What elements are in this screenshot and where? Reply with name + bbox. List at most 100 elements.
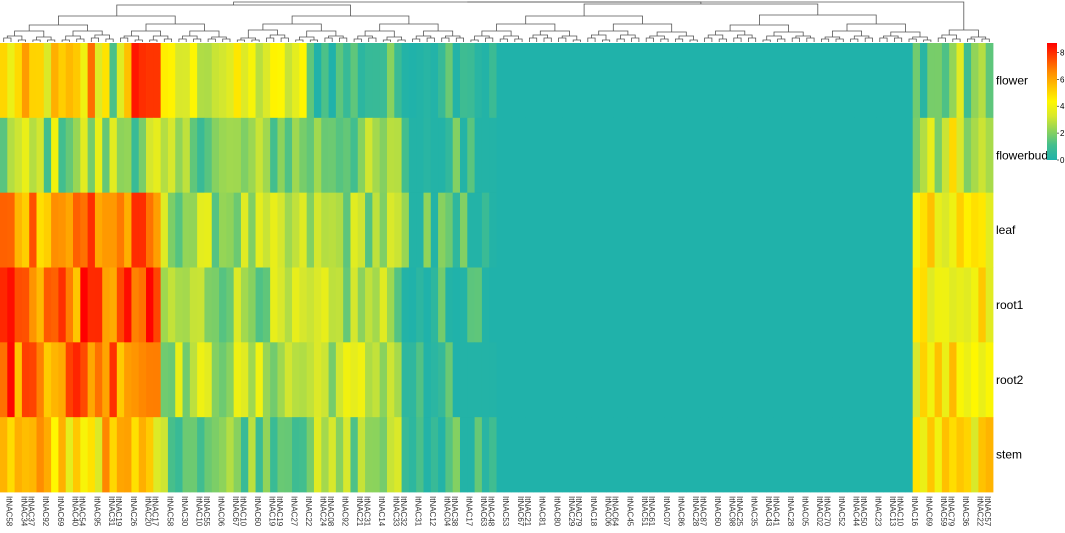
heatmap-cell [627,192,636,268]
dendrogram-branch [441,37,450,42]
heatmap-cell [649,43,658,119]
heatmap-cell [277,43,286,119]
heatmap-cell [700,117,709,194]
heatmap-cell [65,117,74,194]
heatmap-cell [679,117,687,194]
heatmap-cell [861,43,870,119]
dendrogram-branch [382,39,391,42]
heatmap-cell [730,117,738,194]
dendrogram-branch [233,1,702,5]
dendrogram-branch [894,37,903,42]
heatmap-cell [167,417,176,493]
heatmap-cell [343,117,351,194]
dendrogram-branch [485,37,494,42]
dendrogram-branch [149,39,158,42]
heatmap-cell [788,117,797,194]
column-label: ItNAC67 [516,496,525,527]
heatmap-cell [233,267,242,343]
column-label: ItNAC50 [859,496,868,527]
column-label: ItNAC05 [801,496,810,527]
heatmap-cell [386,417,395,493]
heatmap-cell [306,342,315,418]
dendrogram-branch [853,35,870,39]
heatmap-cell [372,267,381,343]
heatmap-cell [562,43,570,119]
heatmap-cell [189,192,198,268]
heatmap-cell [971,192,979,268]
column-label: ItNAC51 [640,496,649,527]
heatmap-cell [0,43,8,119]
heatmap-cell [124,417,132,493]
heatmap-cell [883,192,892,268]
heatmap-cell [496,117,505,194]
dendrogram-branch [748,37,757,42]
heatmap-cell [306,417,315,493]
heatmap-cell [737,267,746,343]
dendrogram-branch [134,39,143,42]
heatmap-cell [978,342,987,418]
column-label: ItNAC35 [749,496,758,527]
heatmap-cell [372,417,381,493]
heatmap-cell [416,117,424,194]
heatmap-cell [905,342,914,418]
dendrogram-branch [791,37,800,42]
heatmap-cell [350,43,359,119]
heatmap-cell [124,43,132,119]
heatmap-cell [29,342,37,418]
heatmap-cell [598,43,607,119]
heatmap-cell [29,417,37,493]
column-label: ItNAC57 [983,496,992,527]
heatmap-cell [825,43,833,119]
heatmap-cell [540,342,549,418]
column-label: ItNAC92 [341,496,350,527]
heatmap-cell [94,417,103,493]
dendrogram-branch [116,4,351,16]
heatmap-cell [649,342,658,418]
heatmap-cell [810,342,819,418]
heatmap-cell [598,417,607,493]
heatmap-cell [773,342,782,418]
dendrogram-branch [295,39,304,42]
heatmap-cell [810,192,819,268]
heatmap-cell [927,192,935,268]
heatmap-cell [832,267,841,343]
heatmap-cell [160,192,169,268]
heatmap-cell [116,417,125,493]
heatmap-cell [978,267,987,343]
heatmap-cell [861,417,870,493]
heatmap-cell [372,117,381,194]
heatmap-cell [708,267,716,343]
heatmap-cell [752,117,760,194]
heatmap-cell [562,417,570,493]
heatmap-cell [846,117,855,194]
heatmap-cell [766,417,775,493]
heatmap-cell [693,117,702,194]
heatmap-cell [65,192,74,268]
heatmap-cell [328,192,337,268]
heatmap-cell [642,342,651,418]
heatmap-cell [613,117,622,194]
heatmap-cell [547,43,556,119]
heatmap-cell [905,117,914,194]
heatmap-cell [598,267,607,343]
dendrogram-branch [145,23,205,31]
heatmap-cell [569,117,578,194]
heatmap-cell [803,192,811,268]
heatmap-cell [715,342,724,418]
heatmap-cell [679,43,687,119]
heatmap-cell [416,342,424,418]
heatmap-cell [606,43,614,119]
heatmap-cell [116,342,125,418]
heatmap-cell [912,117,921,194]
heatmap-cell [503,192,512,268]
heatmap-cell [664,43,673,119]
heatmap-cell [511,117,519,194]
heatmap-cell [934,267,943,343]
heatmap-cell [219,417,227,493]
heatmap-cell [175,43,183,119]
dendrogram-branch [616,38,625,42]
heatmap-cell [87,43,96,119]
heatmap-cell [379,267,388,343]
heatmap-cell [737,117,746,194]
heatmap-cell [868,192,877,268]
